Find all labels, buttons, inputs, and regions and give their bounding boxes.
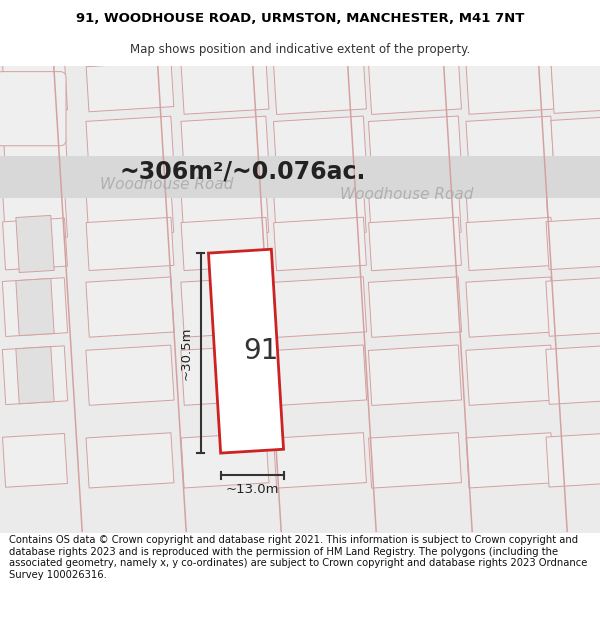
Polygon shape [546, 278, 600, 336]
Polygon shape [466, 217, 554, 271]
Polygon shape [86, 277, 174, 337]
Polygon shape [466, 190, 554, 238]
Polygon shape [347, 66, 377, 532]
Polygon shape [274, 190, 366, 238]
Text: 91, WOODHOUSE ROAD, URMSTON, MANCHESTER, M41 7NT: 91, WOODHOUSE ROAD, URMSTON, MANCHESTER,… [76, 12, 524, 25]
Polygon shape [551, 117, 600, 172]
Polygon shape [16, 279, 54, 336]
Polygon shape [86, 116, 174, 173]
Polygon shape [0, 156, 600, 198]
Polygon shape [368, 277, 461, 338]
Polygon shape [208, 249, 284, 453]
Polygon shape [86, 190, 174, 238]
Polygon shape [2, 60, 67, 114]
Polygon shape [443, 66, 473, 532]
Polygon shape [252, 66, 282, 532]
Polygon shape [274, 277, 367, 338]
Polygon shape [466, 345, 554, 405]
Polygon shape [181, 217, 269, 271]
Text: Woodhouse Road: Woodhouse Road [100, 177, 233, 192]
Polygon shape [16, 347, 54, 404]
Text: Map shows position and indicative extent of the property.: Map shows position and indicative extent… [130, 42, 470, 56]
Polygon shape [181, 59, 269, 114]
Polygon shape [546, 191, 600, 237]
Polygon shape [274, 432, 367, 488]
Text: ~306m²/~0.076ac.: ~306m²/~0.076ac. [120, 160, 367, 184]
Polygon shape [181, 277, 269, 337]
Polygon shape [466, 277, 554, 337]
FancyBboxPatch shape [0, 72, 66, 146]
Polygon shape [546, 218, 600, 269]
Polygon shape [368, 116, 461, 174]
Text: ~30.5m: ~30.5m [179, 326, 193, 380]
Polygon shape [86, 217, 174, 271]
Text: Contains OS data © Crown copyright and database right 2021. This information is : Contains OS data © Crown copyright and d… [9, 535, 587, 580]
Polygon shape [368, 59, 461, 114]
Polygon shape [368, 432, 461, 488]
Polygon shape [546, 434, 600, 487]
Polygon shape [274, 345, 367, 406]
Polygon shape [53, 66, 83, 532]
Text: Woodhouse Road: Woodhouse Road [340, 188, 473, 202]
Polygon shape [86, 432, 174, 488]
Polygon shape [466, 432, 554, 488]
Polygon shape [2, 434, 67, 488]
Polygon shape [551, 60, 600, 113]
Polygon shape [368, 217, 461, 271]
Polygon shape [2, 218, 67, 270]
Text: ~13.0m: ~13.0m [226, 482, 279, 496]
Polygon shape [181, 432, 269, 488]
Polygon shape [538, 66, 568, 532]
Polygon shape [86, 62, 174, 112]
Polygon shape [466, 59, 554, 114]
Polygon shape [181, 345, 269, 405]
Polygon shape [369, 190, 461, 238]
Polygon shape [16, 216, 54, 272]
Polygon shape [2, 278, 68, 336]
Polygon shape [181, 190, 269, 238]
Polygon shape [86, 345, 174, 405]
Polygon shape [546, 346, 600, 404]
Polygon shape [466, 116, 554, 173]
Polygon shape [274, 217, 367, 271]
Polygon shape [2, 346, 68, 404]
Polygon shape [2, 116, 68, 174]
Polygon shape [274, 59, 367, 114]
Polygon shape [181, 116, 269, 173]
Polygon shape [157, 66, 187, 532]
Text: 91: 91 [244, 337, 278, 365]
Polygon shape [2, 187, 67, 241]
Polygon shape [274, 116, 367, 174]
Polygon shape [368, 345, 461, 406]
